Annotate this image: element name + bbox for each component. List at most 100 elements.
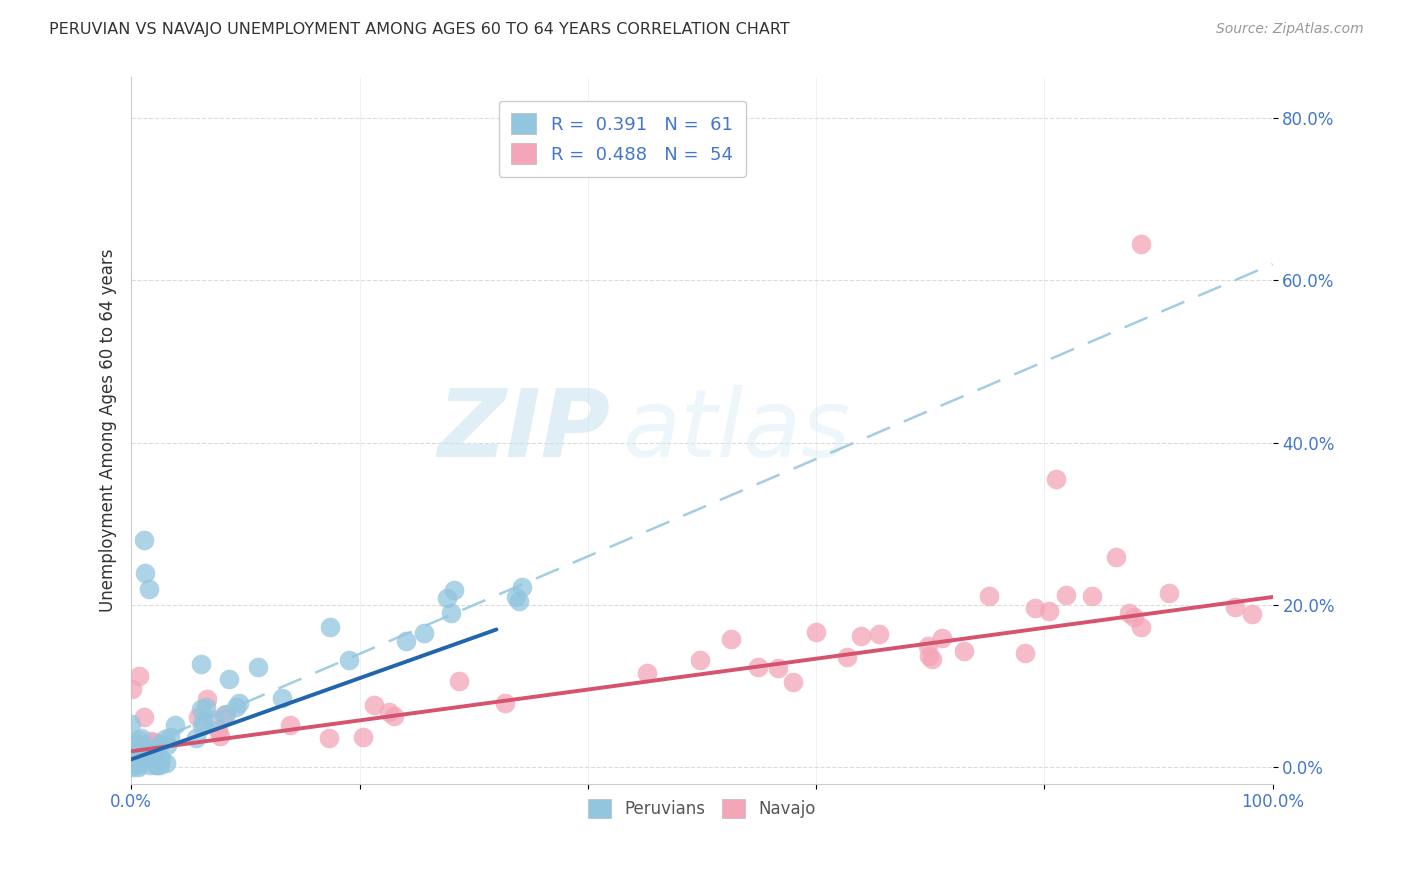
Point: [148, 758, 170, 772]
Point: [782, 675, 804, 690]
Point: [319, 620, 342, 634]
Point: [271, 691, 294, 706]
Point: [139, 733, 162, 747]
Point: [128, 758, 150, 772]
Point: [443, 582, 465, 597]
Point: [134, 748, 156, 763]
Point: [129, 747, 152, 761]
Point: [163, 717, 186, 731]
Point: [246, 660, 269, 674]
Point: [720, 632, 742, 646]
Point: [129, 731, 152, 746]
Point: [145, 758, 167, 772]
Point: [804, 625, 827, 640]
Point: [1241, 607, 1264, 622]
Point: [768, 661, 790, 675]
Point: [138, 742, 160, 756]
Point: [868, 627, 890, 641]
Point: [921, 652, 943, 666]
Point: [378, 706, 401, 720]
Point: [150, 752, 173, 766]
Point: [190, 702, 212, 716]
Point: [1054, 588, 1077, 602]
Point: [121, 681, 143, 696]
Point: [191, 714, 214, 729]
Point: [228, 696, 250, 710]
Point: [132, 533, 155, 548]
Point: [127, 756, 149, 770]
Point: [917, 639, 939, 653]
Point: [849, 629, 872, 643]
Point: [494, 696, 516, 710]
Point: [121, 751, 143, 765]
Point: [953, 644, 976, 658]
Point: [1105, 549, 1128, 564]
Point: [412, 626, 434, 640]
Point: [143, 734, 166, 748]
Point: [121, 760, 143, 774]
Point: [835, 649, 858, 664]
Point: [122, 739, 145, 754]
Point: [143, 740, 166, 755]
Point: [146, 758, 169, 772]
Point: [125, 745, 148, 759]
Point: [195, 691, 218, 706]
Point: [195, 700, 218, 714]
Point: [215, 707, 238, 722]
Point: [127, 732, 149, 747]
Point: [505, 591, 527, 605]
Point: [1045, 472, 1067, 486]
Y-axis label: Unemployment Among Ages 60 to 64 years: Unemployment Among Ages 60 to 64 years: [100, 249, 117, 612]
Point: [202, 713, 225, 727]
Point: [1081, 589, 1104, 603]
Point: [1130, 620, 1153, 634]
Point: [1014, 646, 1036, 660]
Point: [143, 747, 166, 761]
Point: [1157, 585, 1180, 599]
Point: [207, 723, 229, 737]
Point: [138, 582, 160, 596]
Point: [129, 744, 152, 758]
Point: [447, 673, 470, 688]
Point: [159, 730, 181, 744]
Point: [918, 648, 941, 663]
Text: PERUVIAN VS NAVAJO UNEMPLOYMENT AMONG AGES 60 TO 64 YEARS CORRELATION CHART: PERUVIAN VS NAVAJO UNEMPLOYMENT AMONG AG…: [49, 22, 790, 37]
Point: [1122, 610, 1144, 624]
Legend: Peruvians, Navajo: Peruvians, Navajo: [581, 792, 823, 825]
Point: [508, 594, 530, 608]
Point: [122, 749, 145, 764]
Point: [132, 747, 155, 762]
Point: [440, 606, 463, 620]
Point: [125, 742, 148, 756]
Text: Source: ZipAtlas.com: Source: ZipAtlas.com: [1216, 22, 1364, 37]
Point: [636, 666, 658, 681]
Point: [931, 631, 953, 645]
Point: [186, 731, 208, 745]
Point: [747, 660, 769, 674]
Point: [1038, 604, 1060, 618]
Point: [148, 752, 170, 766]
Point: [1130, 236, 1153, 251]
Point: [353, 731, 375, 745]
Point: [212, 707, 235, 722]
Point: [209, 729, 232, 743]
Point: [278, 718, 301, 732]
Point: [153, 732, 176, 747]
Point: [155, 756, 177, 771]
Point: [191, 719, 214, 733]
Point: [190, 657, 212, 672]
Point: [138, 757, 160, 772]
Point: [149, 738, 172, 752]
Point: [225, 700, 247, 714]
Point: [337, 652, 360, 666]
Point: [127, 747, 149, 761]
Point: [143, 746, 166, 760]
Point: [127, 760, 149, 774]
Point: [134, 710, 156, 724]
Point: [689, 653, 711, 667]
Point: [120, 717, 142, 731]
Point: [129, 748, 152, 763]
Point: [363, 698, 385, 713]
Point: [134, 566, 156, 580]
Point: [135, 738, 157, 752]
